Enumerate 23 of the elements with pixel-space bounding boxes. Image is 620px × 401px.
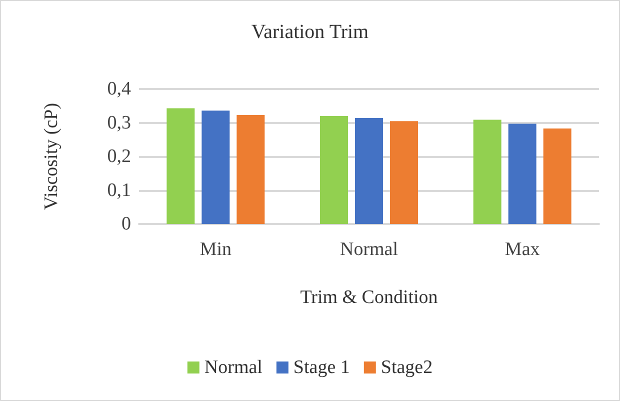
y-axis-title: Viscosity (cP) <box>41 102 62 210</box>
legend-label: Stage 1 <box>293 357 350 378</box>
x-tick-label: Normal <box>340 239 398 260</box>
bar <box>166 108 195 224</box>
y-tick-label: 0,2 <box>107 146 131 167</box>
bar <box>236 114 265 224</box>
bar <box>543 128 572 224</box>
legend-label: Stage2 <box>380 357 433 378</box>
x-axis-title: Trim & Condition <box>300 287 438 308</box>
y-tick-label: 0,1 <box>107 180 131 201</box>
legend-label: Normal <box>204 357 262 378</box>
bar <box>508 124 536 224</box>
bar <box>202 110 230 224</box>
y-tick-label: 0,3 <box>107 112 131 134</box>
x-tick-label: Max <box>504 239 540 260</box>
x-tick-label: Min <box>200 239 232 260</box>
bar <box>320 116 348 224</box>
y-tick-label: 0 <box>122 214 131 234</box>
y-tick-label: 0,4 <box>107 78 132 100</box>
bar <box>473 120 502 224</box>
chart-title: Variation Trim <box>251 21 370 43</box>
bar <box>390 121 418 224</box>
bar <box>355 118 383 224</box>
